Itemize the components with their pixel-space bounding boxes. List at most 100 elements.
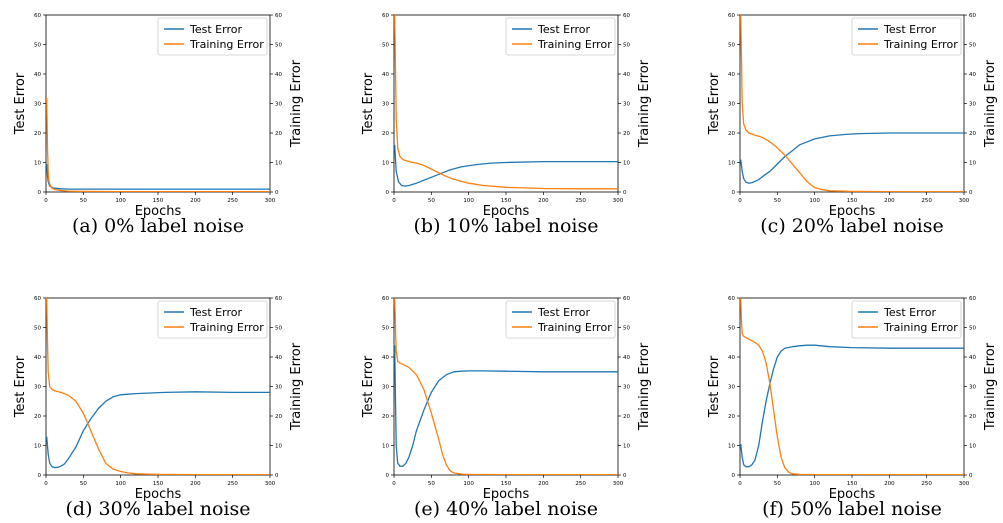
x-tick-label: 250 xyxy=(575,198,586,204)
y-tick-label: 20 xyxy=(34,414,41,420)
y-tick-label: 10 xyxy=(382,444,389,450)
x-axis-label: Epochs xyxy=(135,487,182,502)
x-tick-label: 50 xyxy=(774,481,781,487)
y-tick-label: 20 xyxy=(728,414,735,420)
legend-box xyxy=(505,17,616,56)
y2-tick-label: 40 xyxy=(275,355,282,361)
legend: Test Error Training Error xyxy=(505,17,616,56)
y2-tick-label: 20 xyxy=(275,131,282,137)
x-tick-label: 100 xyxy=(809,198,820,204)
y-tick-label: 50 xyxy=(728,43,735,49)
legend-entry: Test Error xyxy=(189,23,242,36)
y-axis-label: Test Error xyxy=(361,72,376,135)
y-tick-label: 30 xyxy=(382,102,389,108)
legend-entry: Test Error xyxy=(537,23,590,36)
y-tick-label: 10 xyxy=(728,161,735,167)
x-tick-label: 100 xyxy=(463,198,474,204)
y-tick-label: 10 xyxy=(382,161,389,167)
legend-box xyxy=(157,17,268,56)
y-tick-label: 50 xyxy=(34,326,41,332)
y-tick-label: 40 xyxy=(728,355,735,361)
y-tick-label: 30 xyxy=(34,385,41,391)
test-error-line xyxy=(740,132,964,184)
x-tick-label: 150 xyxy=(153,481,164,487)
y2-tick-label: 0 xyxy=(969,473,973,479)
y-tick-label: 0 xyxy=(732,473,736,479)
x-tick-label: 0 xyxy=(392,198,396,204)
test-error-line xyxy=(394,345,618,467)
y-tick-label: 30 xyxy=(34,102,41,108)
legend-entry: Training Error xyxy=(189,38,264,51)
y-tick-label: 40 xyxy=(728,72,735,78)
y2-tick-label: 60 xyxy=(969,296,976,302)
y-tick-label: 20 xyxy=(34,131,41,137)
y2-tick-label: 30 xyxy=(969,385,976,391)
y2-tick-label: 0 xyxy=(275,473,279,479)
x-tick-label: 0 xyxy=(44,198,48,204)
y-tick-label: 60 xyxy=(34,13,41,19)
y-tick-label: 30 xyxy=(728,102,735,108)
y-tick-label: 50 xyxy=(728,326,735,332)
y-axis-label: Test Error xyxy=(13,72,28,135)
y-tick-label: 40 xyxy=(382,72,389,78)
x-tick-label: 200 xyxy=(538,198,549,204)
x-tick-label: 0 xyxy=(738,198,742,204)
chart-caption: (b) 10% label noise xyxy=(413,215,599,237)
legend-entry: Training Error xyxy=(537,38,612,51)
x-tick-label: 300 xyxy=(959,198,970,204)
y2-tick-label: 10 xyxy=(275,444,282,450)
y2-tick-label: 20 xyxy=(275,414,282,420)
x-tick-label: 150 xyxy=(847,481,858,487)
y2-tick-label: 60 xyxy=(275,13,282,19)
y2-tick-label: 40 xyxy=(623,355,630,361)
y-tick-label: 0 xyxy=(38,473,42,479)
y-tick-label: 10 xyxy=(34,161,41,167)
x-tick-label: 0 xyxy=(44,481,48,487)
y-tick-label: 60 xyxy=(382,296,389,302)
training-error-line xyxy=(46,97,270,192)
y-tick-label: 20 xyxy=(728,131,735,137)
y-axis-label: Test Error xyxy=(361,355,376,418)
y-tick-label: 0 xyxy=(386,190,390,196)
legend-entry: Test Error xyxy=(883,306,936,319)
y2-tick-label: 40 xyxy=(969,355,976,361)
chart-caption: (c) 20% label noise xyxy=(760,215,944,237)
y2-tick-label: 10 xyxy=(275,161,282,167)
y-tick-label: 30 xyxy=(382,385,389,391)
y2-axis-label: Training Error xyxy=(637,59,652,148)
y2-tick-label: 30 xyxy=(969,102,976,108)
y2-tick-label: 20 xyxy=(623,414,630,420)
y2-tick-label: 20 xyxy=(623,131,630,137)
x-tick-label: 200 xyxy=(190,198,201,204)
x-tick-label: 50 xyxy=(80,481,87,487)
x-tick-label: 300 xyxy=(613,481,624,487)
x-tick-label: 0 xyxy=(738,481,742,487)
legend-entry: Test Error xyxy=(537,306,590,319)
y2-tick-label: 60 xyxy=(623,296,630,302)
legend-entry: Test Error xyxy=(883,23,936,36)
y-tick-label: 40 xyxy=(34,72,41,78)
y2-axis-label: Training Error xyxy=(637,342,652,431)
x-tick-label: 50 xyxy=(774,198,781,204)
test-error-line xyxy=(46,391,270,469)
y-tick-label: 20 xyxy=(382,414,389,420)
y2-tick-label: 50 xyxy=(275,43,282,49)
y-tick-label: 0 xyxy=(38,190,42,196)
x-tick-label: 250 xyxy=(921,481,932,487)
x-axis-label: Epochs xyxy=(135,204,182,219)
y2-tick-label: 10 xyxy=(969,161,976,167)
y-tick-label: 40 xyxy=(34,355,41,361)
y2-tick-label: 10 xyxy=(969,444,976,450)
x-tick-label: 250 xyxy=(227,481,238,487)
y2-tick-label: 50 xyxy=(969,326,976,332)
x-tick-label: 50 xyxy=(428,198,435,204)
y2-tick-label: 40 xyxy=(969,72,976,78)
legend: Test Error Training Error xyxy=(505,300,616,339)
x-tick-label: 100 xyxy=(809,481,820,487)
x-tick-label: 250 xyxy=(921,198,932,204)
legend-box xyxy=(505,300,616,339)
